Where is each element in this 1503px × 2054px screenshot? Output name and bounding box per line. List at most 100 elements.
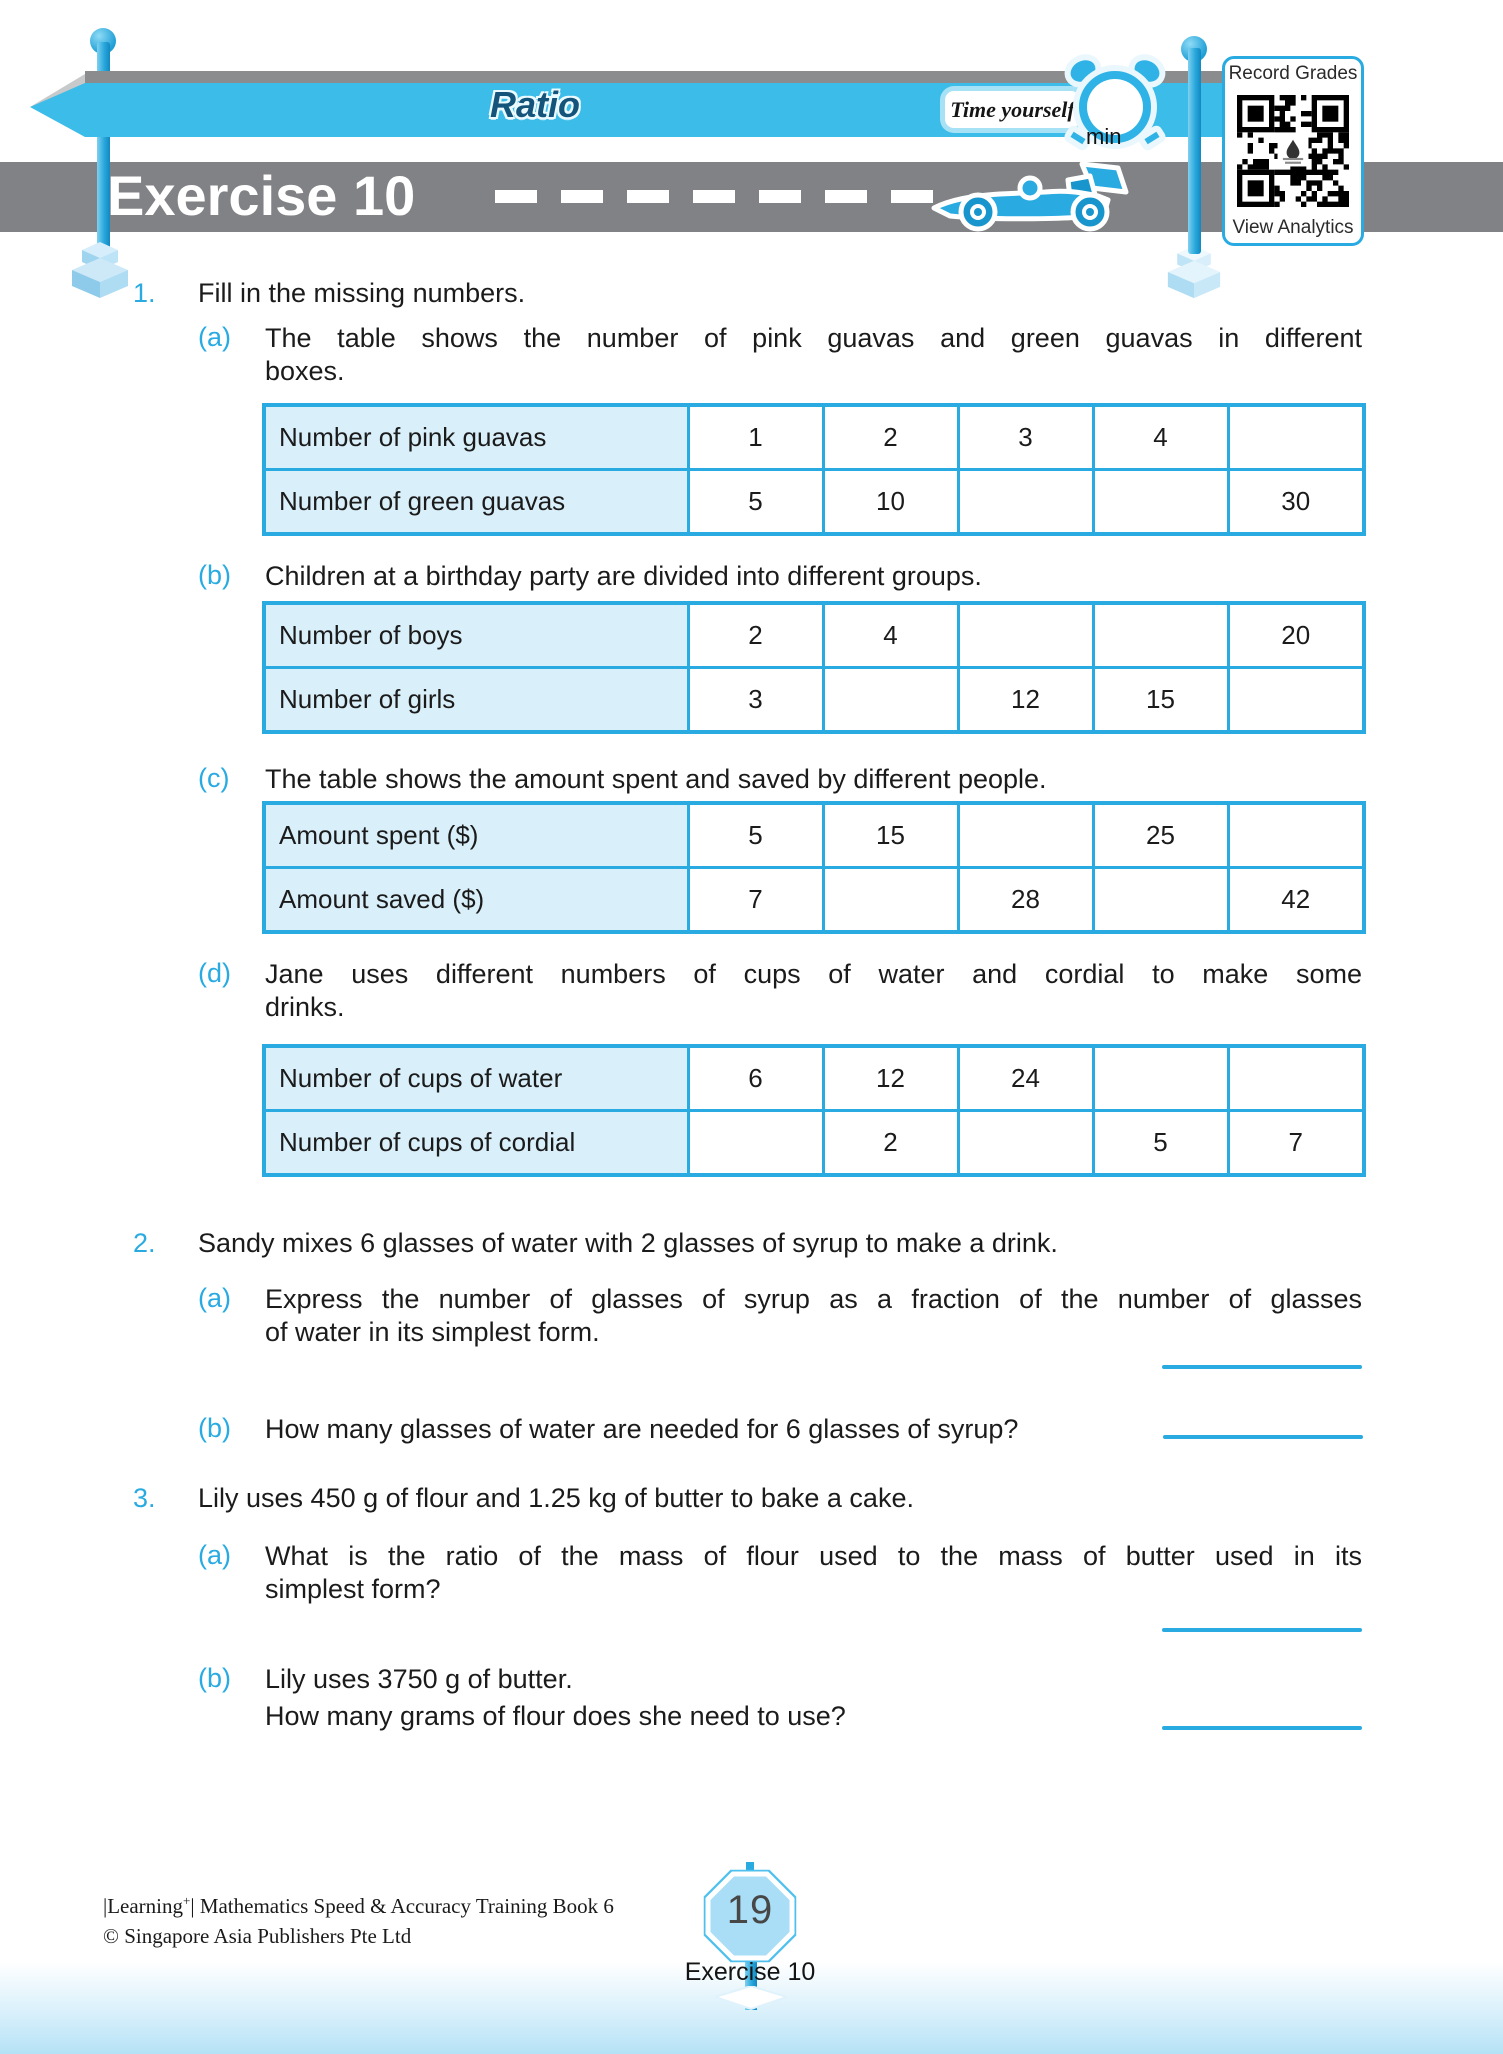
table-cell: 5 [1091, 1109, 1230, 1177]
answer-cell[interactable] [956, 601, 1095, 669]
table-cell: 15 [1091, 666, 1230, 734]
page-title: Exercise 10 [107, 164, 416, 227]
table-row: Number of boys 2 4 20 [262, 601, 1366, 669]
table-cell: 7 [686, 866, 825, 934]
copyright-line: © Singapore Asia Publishers Pte Ltd [103, 1924, 412, 1948]
answer-blank-line[interactable] [1163, 1435, 1363, 1439]
q1a-letter: (a) [198, 322, 231, 352]
answer-cell[interactable] [821, 866, 960, 934]
answer-blank-line[interactable] [1162, 1628, 1362, 1632]
table-water-cordial: Number of cups of water 6 12 24 Number o… [262, 1044, 1366, 1177]
minutes-unit-label: min [1086, 124, 1122, 149]
answer-cell[interactable] [1226, 1044, 1366, 1112]
page-badge-base [715, 1986, 787, 2011]
answer-blank-line[interactable] [1162, 1365, 1362, 1369]
answer-cell[interactable] [1226, 801, 1366, 869]
table-cell: 25 [1091, 801, 1230, 869]
table-cell: 10 [821, 468, 960, 536]
q3b-letter: (b) [198, 1663, 231, 1693]
table-cell: 2 [686, 601, 825, 669]
page-number: 19 [726, 1888, 774, 1932]
question-1-number: 1. [133, 278, 156, 308]
book-series-title: |Learning+| Mathematics Speed & Accuracy… [103, 1893, 614, 1918]
table-guavas: Number of pink guavas 1 2 3 4 Number of … [262, 403, 1366, 536]
table-cell: 7 [1226, 1109, 1366, 1177]
table-cell: 1 [686, 403, 825, 471]
table-cell: 5 [686, 468, 825, 536]
qr-code [1237, 95, 1349, 207]
row-label: Number of girls [262, 666, 690, 734]
table-cell: 30 [1226, 468, 1366, 536]
answer-cell[interactable] [956, 801, 1095, 869]
table-cell: 5 [686, 801, 825, 869]
answer-cell[interactable] [1226, 666, 1366, 734]
answer-cell[interactable] [821, 666, 960, 734]
table-cell: 15 [821, 801, 960, 869]
topic-banner [30, 71, 1228, 137]
q1d-letter: (d) [198, 958, 231, 988]
q2a-text: Express the number of glasses of syrup a… [265, 1284, 1362, 1347]
table-row: Amount saved ($) 7 28 42 [262, 866, 1366, 934]
answer-cell[interactable] [956, 468, 1095, 536]
q2b-text: How many glasses of water are needed for… [265, 1414, 1019, 1444]
row-label: Amount saved ($) [262, 866, 690, 934]
q3b-text-line1: Lily uses 3750 g of butter. [265, 1664, 573, 1694]
table-cell: 4 [821, 601, 960, 669]
q1c-letter: (c) [198, 763, 230, 793]
answer-cell[interactable] [686, 1109, 825, 1177]
table-cell: 6 [686, 1044, 825, 1112]
answer-cell[interactable] [956, 1109, 1095, 1177]
question-1-text: Fill in the missing numbers. [198, 278, 526, 308]
table-cell: 24 [956, 1044, 1095, 1112]
table-row: Number of girls 3 12 15 [262, 666, 1366, 734]
time-yourself-label: Time yourself [950, 96, 1075, 122]
dash-decoration [495, 190, 933, 203]
answer-cell[interactable] [1091, 468, 1230, 536]
answer-cell[interactable] [1226, 403, 1366, 471]
page-number-badge [703, 1862, 797, 1963]
topic-title: Ratio [490, 84, 580, 125]
q1a-text: The table shows the number of pink guava… [265, 323, 1362, 386]
table-cell: 2 [821, 1109, 960, 1177]
view-analytics-label: View Analytics [1232, 217, 1354, 238]
record-grades-label: Record Grades [1228, 63, 1358, 84]
row-label: Number of green guavas [262, 468, 690, 536]
row-label: Number of pink guavas [262, 403, 690, 471]
right-sign-pole [1188, 48, 1201, 254]
table-cell: 12 [956, 666, 1095, 734]
row-label: Amount spent ($) [262, 801, 690, 869]
footer-exercise-label: Exercise 10 [684, 1958, 816, 1986]
row-label: Number of cups of cordial [262, 1109, 690, 1177]
row-label: Number of cups of water [262, 1044, 690, 1112]
table-cell: 3 [956, 403, 1095, 471]
table-row: Amount spent ($) 5 15 25 [262, 801, 1366, 869]
right-pole-base [1167, 245, 1221, 299]
question-3-text: Lily uses 450 g of flour and 1.25 kg of … [198, 1483, 914, 1513]
answer-cell[interactable] [1091, 866, 1230, 934]
table-row: Number of cups of water 6 12 24 [262, 1044, 1366, 1112]
q1b-letter: (b) [198, 560, 231, 590]
table-cell: 4 [1091, 403, 1230, 471]
q3b-text-line2: How many grams of flour does she need to… [265, 1701, 846, 1731]
question-3-number: 3. [133, 1483, 156, 1513]
table-cell: 20 [1226, 601, 1366, 669]
q3a-letter: (a) [198, 1540, 231, 1570]
answer-cell[interactable] [1091, 1044, 1230, 1112]
answer-cell[interactable] [1091, 601, 1230, 669]
table-cell: 28 [956, 866, 1095, 934]
q2b-letter: (b) [198, 1413, 231, 1443]
qr-panel: Record Grades View Analytics [1222, 56, 1364, 246]
answer-blank-line[interactable] [1162, 1726, 1362, 1730]
q1d-text: Jane uses different numbers of cups of w… [265, 959, 1362, 1022]
table-boys-girls: Number of boys 2 4 20 Number of girls 3 … [262, 601, 1366, 734]
table-row: Number of green guavas 5 10 30 [262, 468, 1366, 536]
q2a-letter: (a) [198, 1283, 231, 1313]
table-row: Number of cups of cordial 2 5 7 [262, 1109, 1366, 1177]
table-cell: 42 [1226, 866, 1366, 934]
table-row: Number of pink guavas 1 2 3 4 [262, 403, 1366, 471]
table-cell: 2 [821, 403, 960, 471]
q3a-text: What is the ratio of the mass of flour u… [265, 1541, 1362, 1604]
table-cell: 12 [821, 1044, 960, 1112]
row-label: Number of boys [262, 601, 690, 669]
